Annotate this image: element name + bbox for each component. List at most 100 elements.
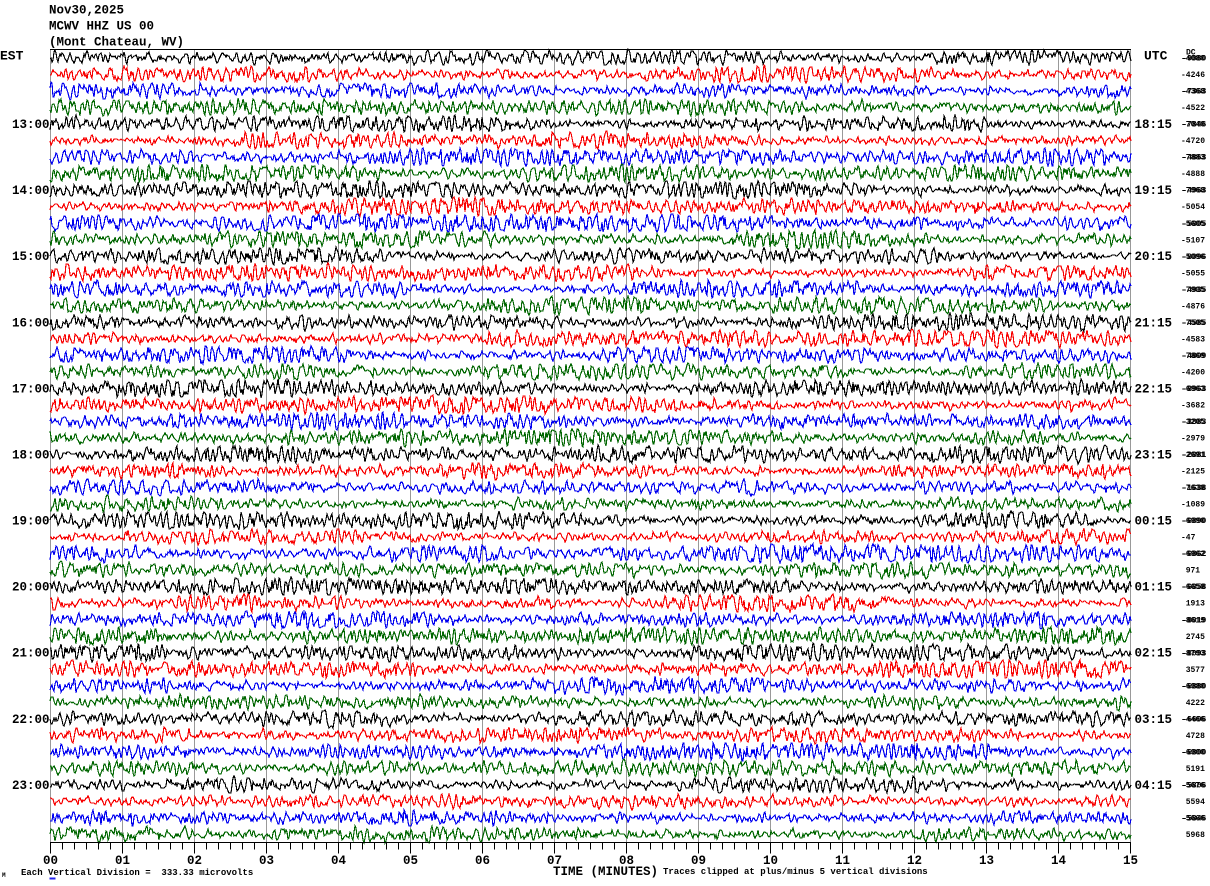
svg-text:-8096: -8096: [1182, 253, 1206, 262]
svg-text:-7363: -7363: [1182, 88, 1206, 97]
svg-text:-3883: -3883: [1182, 418, 1206, 427]
svg-text:5594: 5594: [1186, 798, 1205, 807]
svg-text:-6658: -6658: [1181, 583, 1205, 592]
svg-text:00:15: 00:15: [1135, 515, 1173, 529]
svg-text:-7968: -7968: [1181, 187, 1205, 196]
svg-text:00: 00: [43, 854, 58, 868]
svg-text:23:15: 23:15: [1135, 449, 1173, 463]
svg-text:-4080: -4080: [1181, 55, 1205, 64]
svg-text:-7985: -7985: [1181, 286, 1205, 295]
svg-text:-7505: -7505: [1181, 319, 1205, 328]
svg-text:-6980: -6980: [1181, 682, 1205, 691]
svg-text:3577: 3577: [1186, 666, 1205, 675]
svg-text:04: 04: [331, 854, 347, 868]
svg-text:-7638: -7638: [1181, 484, 1205, 493]
svg-text:20:00: 20:00: [12, 581, 50, 595]
svg-text:02: 02: [187, 854, 202, 868]
svg-text:Traces clipped at plus/minus 5: Traces clipped at plus/minus 5 vertical …: [663, 867, 928, 877]
svg-text:-5054: -5054: [1181, 203, 1205, 212]
svg-text:-5096: -5096: [1181, 253, 1205, 262]
svg-text:-8019: -8019: [1182, 616, 1206, 625]
svg-text:-5666: -5666: [1181, 815, 1205, 824]
svg-text:-4863: -4863: [1182, 154, 1206, 163]
svg-text:21:15: 21:15: [1135, 316, 1173, 330]
svg-text:-1089: -1089: [1181, 501, 1205, 510]
svg-text:-4522: -4522: [1181, 104, 1205, 113]
svg-text:-5107: -5107: [1181, 236, 1205, 245]
svg-text:TIME (MINUTES): TIME (MINUTES): [553, 865, 658, 879]
svg-text:1913: 1913: [1186, 600, 1205, 609]
svg-text:-2979: -2979: [1181, 435, 1205, 444]
svg-text:-4876: -4876: [1181, 302, 1205, 311]
svg-text:-7883: -7883: [1181, 154, 1205, 163]
svg-text:23:00: 23:00: [12, 779, 50, 793]
svg-text:08: 08: [619, 854, 634, 868]
svg-text:15:00: 15:00: [12, 250, 50, 264]
svg-text:-4809: -4809: [1182, 352, 1206, 361]
svg-text:-6963: -6963: [1181, 385, 1205, 394]
svg-text:-4368: -4368: [1181, 88, 1205, 97]
svg-text:22:00: 22:00: [12, 713, 50, 727]
svg-text:06: 06: [475, 854, 490, 868]
svg-text:(Mont Chateau, WV): (Mont Chateau, WV): [49, 36, 184, 50]
svg-text:5191: 5191: [1186, 765, 1205, 774]
svg-text:-3205: -3205: [1181, 418, 1205, 427]
svg-text:01: 01: [115, 854, 130, 868]
svg-text:-9080: -9080: [1182, 55, 1206, 64]
svg-text:-4963: -4963: [1182, 187, 1206, 196]
svg-text:-7846: -7846: [1182, 121, 1206, 130]
svg-text:09: 09: [691, 854, 706, 868]
svg-text:-7869: -7869: [1181, 352, 1205, 361]
svg-text:-4585: -4585: [1182, 319, 1206, 328]
svg-text:19:15: 19:15: [1135, 184, 1173, 198]
svg-text:14:00: 14:00: [12, 184, 50, 198]
svg-text:07: 07: [547, 854, 562, 868]
svg-text:-2691: -2691: [1181, 451, 1205, 460]
svg-text:13:00: 13:00: [12, 118, 50, 132]
svg-text:-6858: -6858: [1182, 583, 1206, 592]
svg-text:-2125: -2125: [1181, 468, 1205, 477]
svg-text:04:15: 04:15: [1135, 779, 1173, 793]
svg-text:-4935: -4935: [1182, 286, 1206, 295]
svg-text:-6900: -6900: [1181, 748, 1205, 757]
svg-text:18:15: 18:15: [1135, 118, 1173, 132]
svg-text:10: 10: [763, 854, 778, 868]
svg-text:-7040: -7040: [1181, 121, 1205, 130]
svg-text:-5676: -5676: [1181, 782, 1205, 791]
svg-text:19:00: 19:00: [12, 515, 50, 529]
svg-text:-8093: -8093: [1182, 649, 1206, 658]
svg-text:-2881: -2881: [1182, 451, 1206, 460]
svg-text:-8793: -8793: [1181, 649, 1205, 658]
svg-text:-4583: -4583: [1181, 335, 1205, 344]
svg-text:14: 14: [1051, 854, 1067, 868]
svg-text:-6800: -6800: [1182, 748, 1206, 757]
svg-text:4728: 4728: [1186, 732, 1205, 741]
svg-text:M: M: [2, 872, 6, 879]
svg-text:17:00: 17:00: [12, 382, 50, 396]
svg-text:03:15: 03:15: [1135, 713, 1173, 727]
svg-text:2745: 2745: [1186, 633, 1205, 642]
svg-text:EST: EST: [0, 48, 24, 63]
svg-text:01:15: 01:15: [1135, 581, 1173, 595]
svg-text:-3682: -3682: [1181, 402, 1205, 411]
svg-text:-6880: -6880: [1182, 682, 1206, 691]
svg-text:-6862: -6862: [1182, 550, 1206, 559]
svg-text:-5846: -5846: [1182, 815, 1206, 824]
svg-text:-8963: -8963: [1182, 385, 1206, 394]
svg-text:02:15: 02:15: [1135, 647, 1173, 661]
svg-text:4222: 4222: [1186, 699, 1205, 708]
svg-text:-5805: -5805: [1182, 220, 1206, 229]
svg-text:-6990: -6990: [1181, 517, 1205, 526]
svg-text:22:15: 22:15: [1135, 382, 1173, 396]
svg-text:UTC: UTC: [1144, 48, 1168, 63]
svg-text:-1638: -1638: [1182, 484, 1206, 493]
svg-text:21:00: 21:00: [12, 647, 50, 661]
svg-text:-4888: -4888: [1181, 170, 1205, 179]
svg-text:-4720: -4720: [1181, 137, 1205, 146]
svg-text:13: 13: [979, 854, 994, 868]
svg-text:18:00: 18:00: [12, 449, 50, 463]
svg-text:-5055: -5055: [1181, 269, 1205, 278]
svg-text:-6962: -6962: [1181, 550, 1205, 559]
svg-text:MCWV HHZ US 00: MCWV HHZ US 00: [49, 20, 154, 34]
svg-text:-4200: -4200: [1181, 369, 1205, 378]
